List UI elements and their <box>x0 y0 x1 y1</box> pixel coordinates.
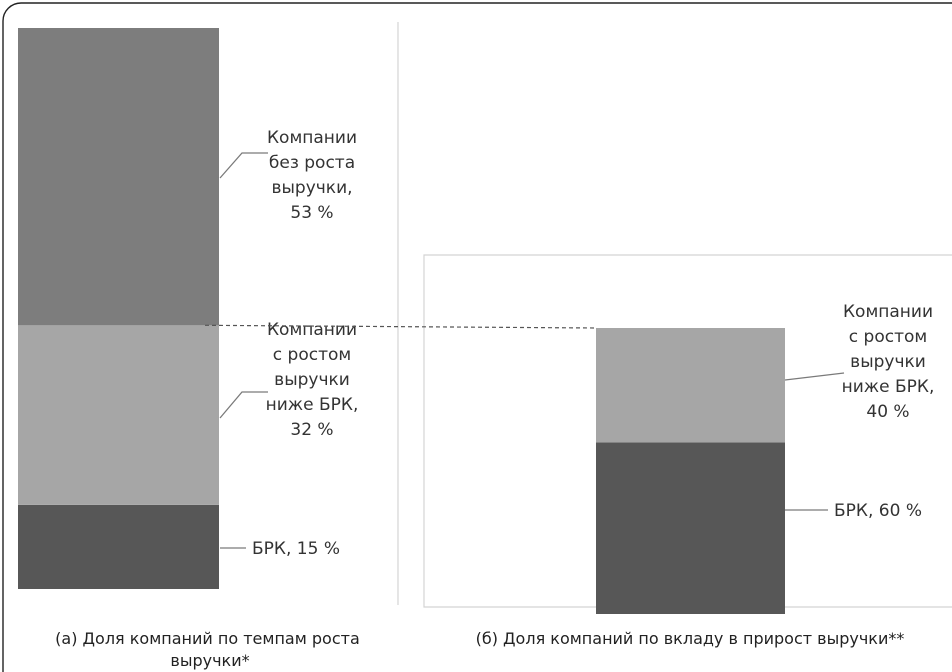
segment-label-line: 53 % <box>290 203 333 223</box>
bar-segment-1-0 <box>596 442 785 614</box>
bar-segment-0-2 <box>18 28 219 326</box>
segment-label-0-1: Компании с ростом выручки ниже БРК, 32 % <box>266 320 359 440</box>
segment-label-line: 40 % <box>866 402 909 422</box>
segment-label-0-0: БРК, 15 % <box>252 539 340 559</box>
bar-segment-1-1 <box>596 328 785 443</box>
segment-label-1-0: БРК, 60 % <box>834 501 922 521</box>
segment-label-line: выручки, <box>271 178 352 198</box>
segment-label-line: выручки <box>850 352 926 372</box>
caption-b: (б) Доля компаний по вкладу в прирост вы… <box>476 629 905 648</box>
panel-b-chart: БРК, 60 % Компании с ростом выручки ниже БРК… <box>596 302 934 614</box>
segment-label-line: 32 % <box>290 420 333 440</box>
connector-dashed-line <box>204 324 597 329</box>
leader-line-1-1 <box>784 372 845 381</box>
segment-label-line: ниже БРК, <box>842 377 935 397</box>
segment-label-line: ниже БРК, <box>266 395 359 415</box>
segment-label-line: БРК, 60 % <box>834 501 922 521</box>
caption-a-line-1: (а) Доля компаний по темпам роста <box>55 629 360 648</box>
leader-line-0-1 <box>219 391 268 419</box>
segment-label-line: без роста <box>269 153 355 173</box>
segment-label-line: Компании <box>843 302 933 322</box>
segment-label-0-2: Компании без роста выручки, 53 % <box>267 128 357 223</box>
caption-a-line-2: выручки* <box>170 651 249 670</box>
segment-label-line: выручки <box>274 370 350 390</box>
segment-label-1-1: Компании с ростом выручки ниже БРК, 40 % <box>842 302 935 422</box>
panel-a-chart: БРК, 15 % Компании с ростом выручки ниже БРК… <box>18 28 358 589</box>
segment-label-line: БРК, 15 % <box>252 539 340 559</box>
segment-label-line: с ростом <box>273 345 351 365</box>
bar-segment-0-1 <box>18 325 219 505</box>
caption-b-line-1: (б) Доля компаний по вкладу в прирост вы… <box>476 629 905 648</box>
segment-label-line: с ростом <box>849 327 927 347</box>
leader-line-0-2 <box>219 152 268 179</box>
caption-a: (а) Доля компаний по темпам роста выручк… <box>55 629 365 670</box>
segment-label-line: Компании <box>267 128 357 148</box>
segment-label-line: Компании <box>267 320 357 340</box>
bar-segment-0-0 <box>18 504 219 589</box>
